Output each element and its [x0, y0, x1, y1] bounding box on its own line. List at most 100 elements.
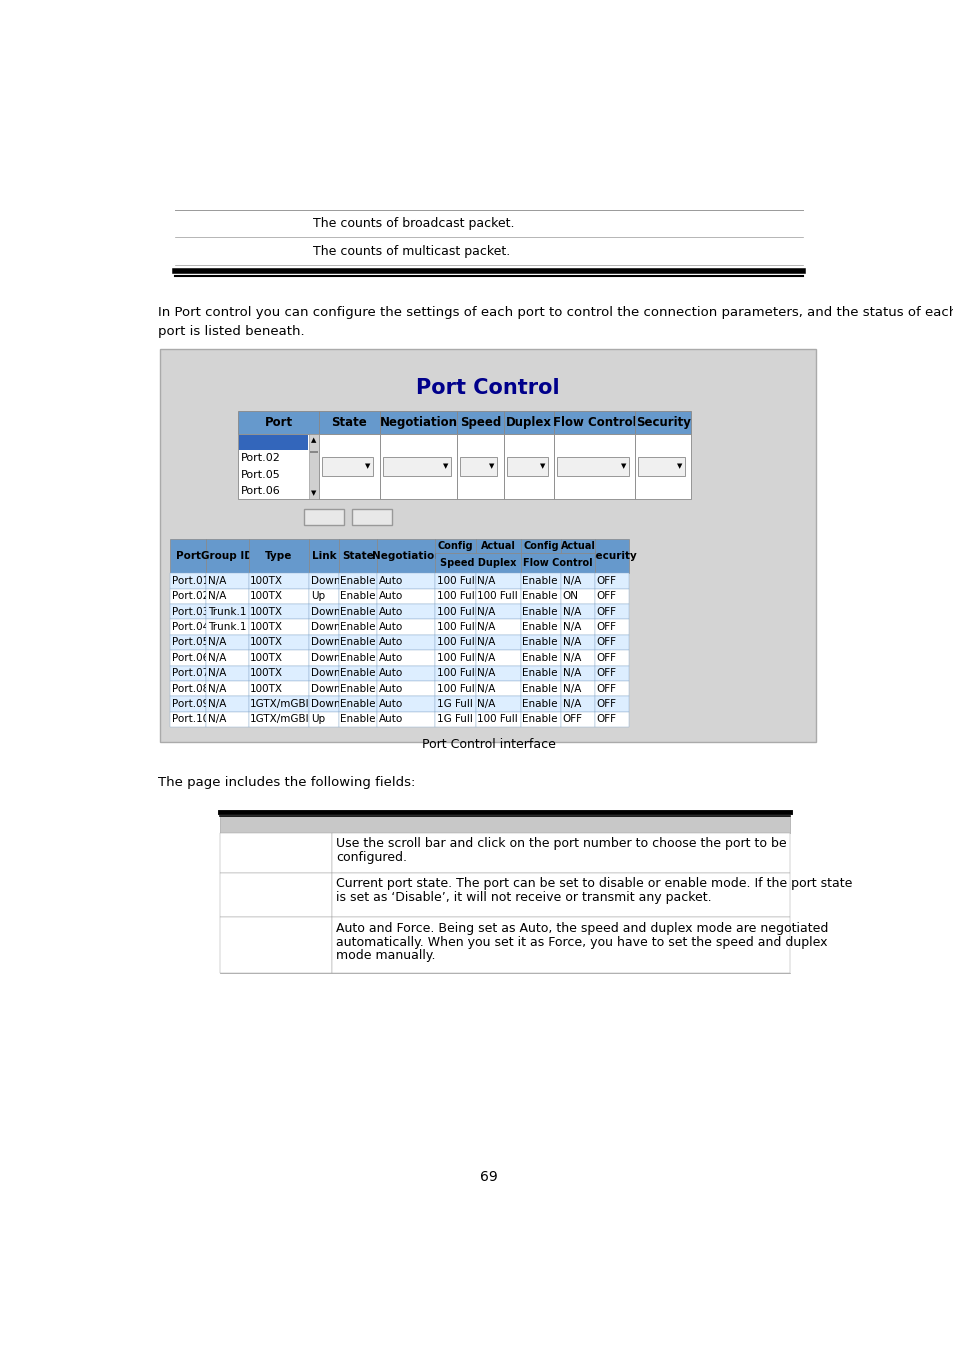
- Text: Auto: Auto: [378, 668, 403, 678]
- Text: configured.: configured.: [335, 850, 407, 864]
- Text: Enable: Enable: [340, 576, 375, 586]
- Text: Down: Down: [311, 606, 340, 617]
- Bar: [595, 666, 629, 680]
- Text: OFF: OFF: [596, 699, 616, 709]
- Bar: [160, 350, 815, 741]
- Bar: [309, 697, 338, 711]
- Bar: [338, 711, 377, 728]
- Text: N/A: N/A: [562, 683, 580, 694]
- Bar: [635, 410, 691, 433]
- Text: OFF: OFF: [596, 683, 616, 694]
- Text: Auto: Auto: [378, 653, 403, 663]
- Bar: [476, 666, 520, 680]
- Text: N/A: N/A: [476, 606, 496, 617]
- Bar: [237, 410, 319, 433]
- Text: 100 Full: 100 Full: [436, 622, 477, 632]
- Bar: [560, 539, 595, 553]
- Bar: [249, 666, 309, 680]
- Text: OFF: OFF: [596, 576, 616, 586]
- Text: 100 Full: 100 Full: [436, 683, 477, 694]
- Bar: [338, 603, 377, 620]
- Bar: [310, 451, 318, 454]
- Text: N/A: N/A: [208, 591, 226, 601]
- Text: Port.07: Port.07: [172, 668, 209, 678]
- Bar: [309, 666, 338, 680]
- Bar: [459, 458, 497, 475]
- Text: Port.05: Port.05: [172, 637, 209, 648]
- Text: 100 Full: 100 Full: [436, 576, 477, 586]
- Text: 1G Full: 1G Full: [436, 699, 473, 709]
- Text: OFF: OFF: [596, 653, 616, 663]
- Text: ▲: ▲: [311, 437, 316, 443]
- Bar: [249, 539, 309, 574]
- Text: OFF: OFF: [596, 637, 616, 648]
- Text: 100 Full: 100 Full: [476, 714, 517, 725]
- Bar: [220, 918, 332, 973]
- Text: OFF: OFF: [596, 606, 616, 617]
- Bar: [332, 833, 789, 872]
- Text: Enable: Enable: [340, 653, 375, 663]
- Text: Down: Down: [311, 576, 340, 586]
- Bar: [635, 433, 691, 500]
- Text: Actual: Actual: [480, 541, 516, 551]
- Text: Port Control: Port Control: [416, 378, 559, 398]
- Text: Port: Port: [264, 416, 293, 429]
- Bar: [206, 651, 249, 666]
- Text: Port: Port: [175, 551, 200, 562]
- Text: Full: Full: [509, 460, 529, 472]
- Bar: [520, 603, 560, 620]
- Text: Enable: Enable: [521, 714, 558, 725]
- Text: Config: Config: [522, 541, 558, 551]
- Bar: [560, 711, 595, 728]
- Bar: [249, 589, 309, 603]
- Bar: [377, 697, 435, 711]
- Bar: [220, 833, 332, 872]
- Text: Auto: Auto: [378, 683, 403, 694]
- Text: Down: Down: [311, 637, 340, 648]
- Bar: [338, 620, 377, 634]
- Text: 100TX: 100TX: [250, 591, 283, 601]
- Bar: [520, 666, 560, 680]
- Text: Flow Control: Flow Control: [522, 558, 592, 568]
- Bar: [309, 620, 338, 634]
- Bar: [595, 697, 629, 711]
- Text: 1GTX/mGBIC: 1GTX/mGBIC: [250, 699, 317, 709]
- Text: N/A: N/A: [562, 622, 580, 632]
- Bar: [476, 620, 520, 634]
- Text: Enable: Enable: [521, 606, 558, 617]
- Text: Enable: Enable: [340, 606, 375, 617]
- Bar: [595, 680, 629, 697]
- Text: Enable: Enable: [521, 668, 558, 678]
- Text: Enable: Enable: [521, 637, 558, 648]
- Bar: [520, 697, 560, 711]
- Text: Enable: Enable: [340, 622, 375, 632]
- Bar: [379, 410, 456, 433]
- Text: Port.05: Port.05: [241, 470, 280, 479]
- Text: Off: Off: [640, 460, 658, 472]
- Text: mode manually.: mode manually.: [335, 949, 436, 963]
- Bar: [171, 603, 206, 620]
- Text: OFF: OFF: [596, 668, 616, 678]
- Text: Enable: Enable: [521, 576, 558, 586]
- Bar: [560, 666, 595, 680]
- Text: automatically. When you set it as Force, you have to set the speed and duplex: automatically. When you set it as Force,…: [335, 936, 827, 949]
- Text: Negotiation: Negotiation: [379, 416, 456, 429]
- Text: Auto: Auto: [378, 637, 403, 648]
- Bar: [595, 634, 629, 651]
- Bar: [338, 589, 377, 603]
- Bar: [503, 433, 554, 500]
- Text: 1G Full: 1G Full: [436, 714, 473, 725]
- Text: State: State: [332, 416, 367, 429]
- Bar: [338, 666, 377, 680]
- Text: N/A: N/A: [476, 668, 496, 678]
- Bar: [456, 433, 503, 500]
- Text: 100TX: 100TX: [250, 653, 283, 663]
- Text: N/A: N/A: [562, 668, 580, 678]
- Bar: [382, 458, 451, 475]
- Bar: [595, 539, 629, 574]
- Text: Enable: Enable: [340, 591, 375, 601]
- Bar: [249, 680, 309, 697]
- Text: N/A: N/A: [476, 576, 496, 586]
- Text: Negotiation: Negotiation: [371, 551, 440, 562]
- Text: Port.03: Port.03: [172, 606, 209, 617]
